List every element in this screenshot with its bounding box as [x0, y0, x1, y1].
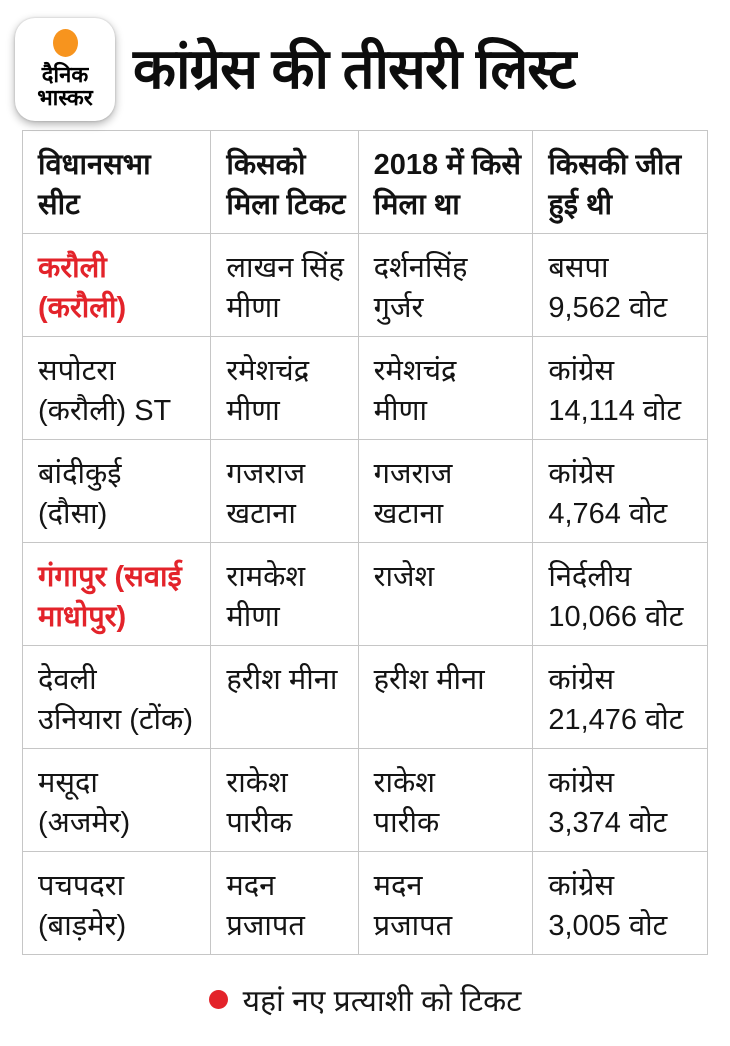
cell-candidate-2018: रमेशचंद्र मीणा [357, 336, 534, 441]
candidates-table: विधानसभा सीट किसको मिला टिकट 2018 में किसे… [21, 129, 708, 956]
cell-seat: देवली उनियारा (टोंक) [21, 645, 212, 750]
cell-candidate-2023: हरीश मीना [210, 645, 359, 750]
cell-candidate-2023: मदन प्रजापत [210, 851, 359, 956]
dainik-bhaskar-logo: दैनिक भास्कर [15, 17, 115, 121]
red-bullet-icon [208, 990, 228, 1010]
legend: यहां नए प्रत्याशी को टिकट [0, 979, 730, 1020]
page-title: कांग्रेस की तीसरी लिस्ट [133, 36, 576, 100]
table-row: गंगापुर (सवाई माधोपुर) रामकेश मीणा राजेश नि… [21, 542, 708, 647]
cell-seat: करौली (करौली) [21, 233, 212, 338]
column-header: 2018 में किसे मिला था [357, 129, 534, 235]
table-header-row: विधानसभा सीट किसको मिला टिकट 2018 में किसे… [21, 129, 708, 235]
cell-seat: मसूदा (अजमेर) [21, 748, 212, 853]
cell-seat: गंगापुर (सवाई माधोपुर) [21, 542, 212, 647]
congress-third-list-infographic: दैनिक भास्कर कांग्रेस की तीसरी लिस्ट विध… [0, 0, 730, 1020]
cell-winner-2018: निर्दलीय 10,066 वोट [532, 542, 708, 647]
cell-candidate-2018: राजेश [357, 542, 534, 647]
cell-candidate-2023: रामकेश मीणा [210, 542, 359, 647]
table-row: सपोटरा (करौली) ST रमेशचंद्र मीणा रमेशचंद्र… [21, 336, 708, 441]
cell-winner-2018: कांग्रेस 3,374 वोट [532, 748, 708, 853]
table-row: मसूदा (अजमेर) राकेश पारीक राकेश पारीक कांग्… [21, 748, 708, 853]
cell-seat: सपोटरा (करौली) ST [21, 336, 212, 441]
cell-candidate-2018: गजराज खटाना [357, 439, 534, 544]
cell-candidate-2023: राकेश पारीक [210, 748, 359, 853]
column-header: किसकी जीत हुई थी [532, 129, 708, 235]
legend-text: यहां नए प्रत्याशी को टिकट [242, 985, 522, 1019]
table-row: बांदीकुई (दौसा) गजराज खटाना गजराज खटाना कां… [21, 439, 708, 544]
logo-text-line2: भास्कर [37, 84, 93, 110]
table-row: करौली (करौली) लाखन सिंह मीणा दर्शनसिंह गुर… [21, 233, 708, 338]
cell-candidate-2018: राकेश पारीक [357, 748, 534, 853]
cell-candidate-2018: हरीश मीना [357, 645, 534, 750]
cell-candidate-2018: दर्शनसिंह गुर्जर [357, 233, 534, 338]
cell-winner-2018: बसपा 9,562 वोट [532, 233, 708, 338]
cell-candidate-2018: मदन प्रजापत [357, 851, 534, 956]
column-header: विधानसभा सीट [21, 129, 212, 235]
cell-candidate-2023: लाखन सिंह मीणा [210, 233, 359, 338]
table-row: देवली उनियारा (टोंक) हरीश मीना हरीश मीना का… [21, 645, 708, 750]
cell-winner-2018: कांग्रेस 4,764 वोट [532, 439, 708, 544]
cell-winner-2018: कांग्रेस 3,005 वोट [532, 851, 708, 956]
masthead: दैनिक भास्कर कांग्रेस की तीसरी लिस्ट [0, 0, 730, 122]
cell-candidate-2023: गजराज खटाना [210, 439, 359, 544]
logo-text-line1: दैनिक [41, 62, 89, 88]
cell-winner-2018: कांग्रेस 14,114 वोट [532, 336, 708, 441]
cell-seat: पचपदरा (बाड़मेर) [21, 851, 212, 956]
cell-winner-2018: कांग्रेस 21,476 वोट [532, 645, 708, 750]
sun-icon [52, 29, 78, 58]
column-header: किसको मिला टिकट [210, 129, 359, 235]
cell-candidate-2023: रमेशचंद्र मीणा [210, 336, 359, 441]
table-row: पचपदरा (बाड़मेर) मदन प्रजापत मदन प्रजापत का… [21, 851, 708, 956]
cell-seat: बांदीकुई (दौसा) [21, 439, 212, 544]
